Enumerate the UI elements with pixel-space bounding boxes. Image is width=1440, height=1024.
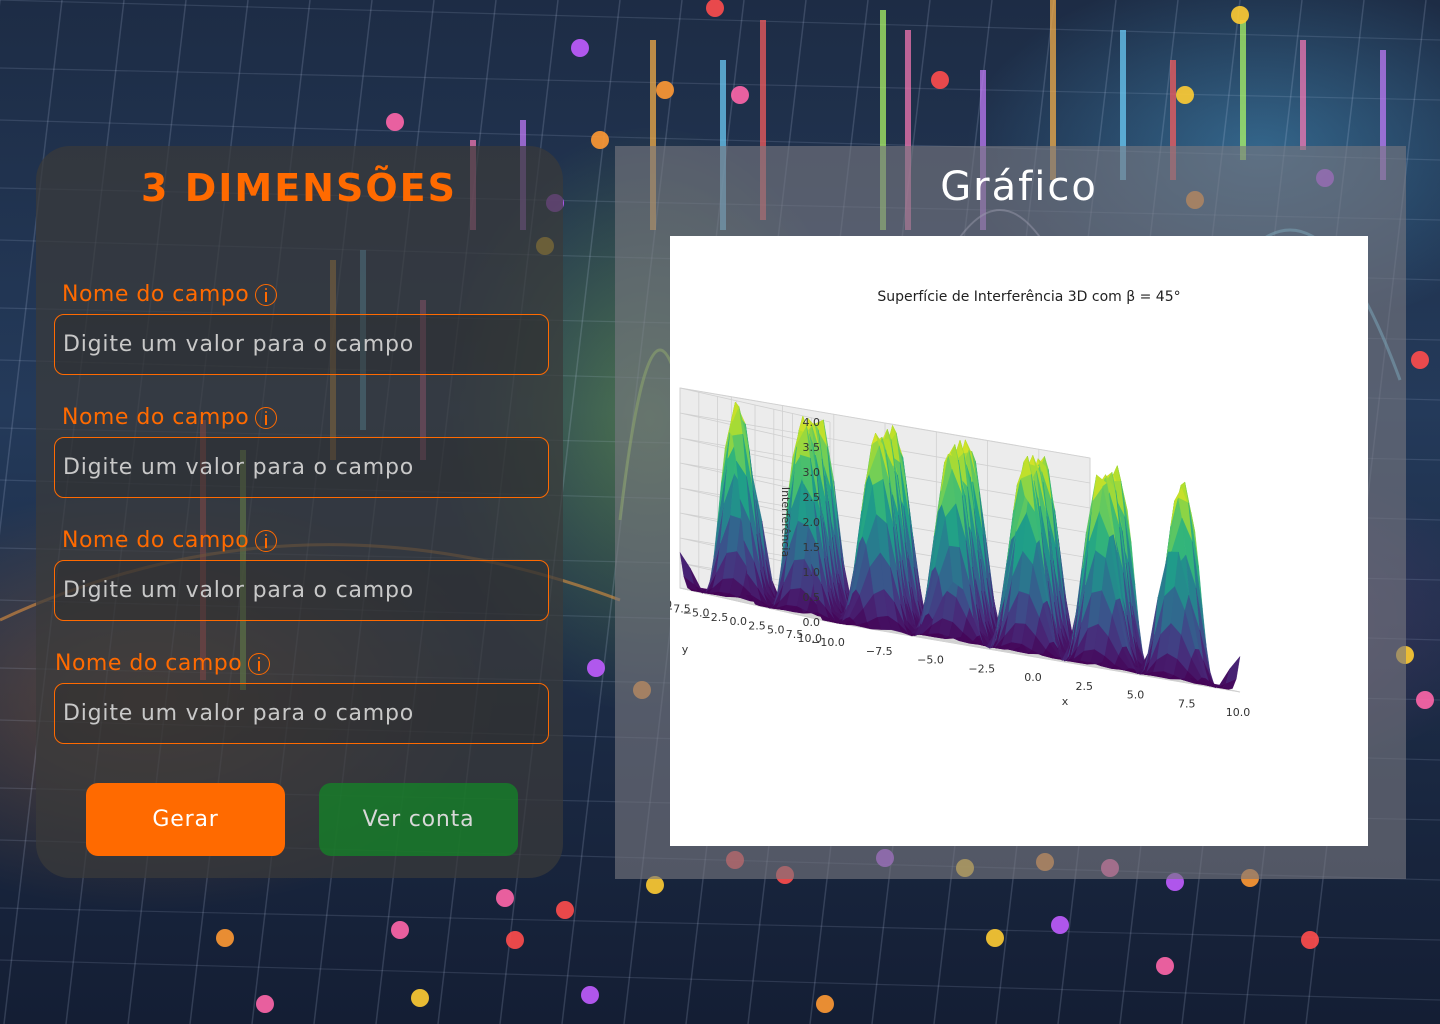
info-icon[interactable] xyxy=(248,652,271,675)
decor-dot xyxy=(706,0,724,17)
decor-bar xyxy=(1170,60,1176,180)
decor-dot xyxy=(571,39,589,57)
field-input-2[interactable] xyxy=(54,437,549,498)
z-tick-label: 1.5 xyxy=(803,541,821,554)
decor-bar xyxy=(1300,40,1306,150)
decor-dot xyxy=(1156,957,1174,975)
info-icon[interactable] xyxy=(255,529,278,552)
decor-dot xyxy=(581,986,599,1004)
y-tick-label: 0.0 xyxy=(730,615,748,628)
decor-dot xyxy=(1411,351,1429,369)
decor-bar xyxy=(905,30,911,230)
y-tick-label: 5.0 xyxy=(767,624,785,637)
decor-dot xyxy=(1051,916,1069,934)
field-input-3[interactable] xyxy=(54,560,549,621)
z-tick-label: 3.5 xyxy=(803,441,821,454)
decor-bar xyxy=(1380,50,1386,180)
decor-dot xyxy=(1416,691,1434,709)
decor-dot xyxy=(816,995,834,1013)
x-axis-label: x xyxy=(1062,695,1069,708)
decor-dot xyxy=(496,889,514,907)
generate-button[interactable]: Gerar xyxy=(86,783,285,856)
x-tick-label: 5.0 xyxy=(1127,689,1145,702)
z-tick-label: 1.0 xyxy=(803,566,821,579)
decor-dot xyxy=(1176,86,1194,104)
field-label-text: Nome do campo xyxy=(55,651,243,676)
y-tick-label: 10.0 xyxy=(798,632,823,645)
chart-panel-title: Gráfico xyxy=(940,164,1098,210)
x-tick-label: 2.5 xyxy=(1076,680,1094,693)
field-label-2: Nome do campo xyxy=(62,405,278,430)
field-label-3: Nome do campo xyxy=(62,528,278,553)
decor-dot xyxy=(587,659,605,677)
y-axis-label: y xyxy=(682,643,689,656)
y-tick-label: 2.5 xyxy=(748,619,766,632)
y-tick-label: −5.0 xyxy=(683,607,710,620)
x-tick-label: 0.0 xyxy=(1024,671,1042,684)
x-tick-label: 10.0 xyxy=(1226,706,1251,719)
decor-bar xyxy=(760,20,766,220)
form-title: 3 DIMENSÕES xyxy=(141,166,457,210)
z-tick-label: 3.0 xyxy=(803,466,821,479)
decor-bar xyxy=(650,40,656,230)
decor-dot xyxy=(216,929,234,947)
view-account-button[interactable]: Ver conta xyxy=(319,783,518,856)
grid-line xyxy=(0,907,1440,941)
y-tick-label: −7.5 xyxy=(670,602,691,615)
decor-bar xyxy=(720,60,726,230)
decor-dot xyxy=(506,931,524,949)
y-tick-label: 7.5 xyxy=(786,628,804,641)
surface-cell xyxy=(1225,655,1241,684)
decor-dot xyxy=(386,113,404,131)
decor-bar xyxy=(1050,0,1056,180)
decor-dot xyxy=(986,929,1004,947)
x-tick-label: −10.0 xyxy=(811,636,845,649)
field-label-4: Nome do campo xyxy=(55,651,271,676)
x-tick-label: 7.5 xyxy=(1178,697,1196,710)
field-input-1[interactable] xyxy=(54,314,549,375)
decor-bar xyxy=(1120,30,1126,180)
grid-line xyxy=(0,0,1440,41)
z-tick-label: 0.0 xyxy=(803,616,821,629)
z-tick-label: 0.5 xyxy=(803,591,821,604)
decor-dot xyxy=(256,995,274,1013)
grid-line xyxy=(0,959,1440,1001)
decor-bar xyxy=(1240,20,1246,160)
surface-chart: Superfície de Interferência 3D com β = 4… xyxy=(670,289,1251,719)
y-tick-label: −10.0 xyxy=(670,598,672,611)
z-tick-label: 2.0 xyxy=(803,516,821,529)
field-label-text: Nome do campo xyxy=(62,405,250,430)
info-icon[interactable] xyxy=(255,406,278,429)
decor-dot xyxy=(931,71,949,89)
decor-dot xyxy=(411,989,429,1007)
x-tick-label: −2.5 xyxy=(968,662,995,675)
decor-dot xyxy=(391,921,409,939)
x-tick-label: −5.0 xyxy=(917,654,944,667)
form-panel xyxy=(36,146,563,878)
decor-dot xyxy=(591,131,609,149)
field-label-text: Nome do campo xyxy=(62,282,250,307)
z-axis-label: Interferência xyxy=(779,487,792,557)
info-icon[interactable] xyxy=(255,283,278,306)
decor-dot xyxy=(1231,6,1249,24)
x-tick-label: −7.5 xyxy=(866,645,893,658)
field-label-1: Nome do campo xyxy=(62,282,278,307)
surface-mesh xyxy=(679,401,1241,690)
decor-dot xyxy=(556,901,574,919)
field-label-text: Nome do campo xyxy=(62,528,250,553)
decor-dot xyxy=(646,876,664,894)
chart-container: Superfície de Interferência 3D com β = 4… xyxy=(670,236,1368,846)
decor-dot xyxy=(656,81,674,99)
y-tick-label: −2.5 xyxy=(702,611,729,624)
decor-bar xyxy=(880,10,886,230)
field-input-4[interactable] xyxy=(54,683,549,744)
z-tick-label: 4.0 xyxy=(803,416,821,429)
decor-dot xyxy=(731,86,749,104)
decor-dot xyxy=(1301,931,1319,949)
chart-title: Superfície de Interferência 3D com β = 4… xyxy=(877,289,1180,305)
z-tick-label: 2.5 xyxy=(803,491,821,504)
